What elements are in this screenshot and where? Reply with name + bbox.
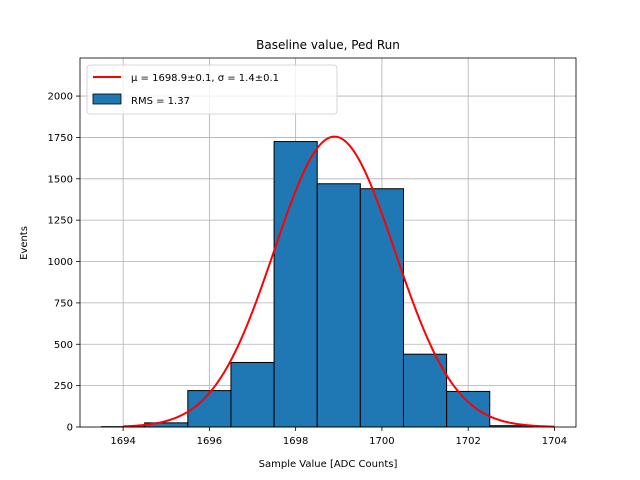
- histogram-bar: [316, 183, 361, 428]
- histogram-bar: [359, 188, 404, 428]
- y-tick-label: 1750: [48, 133, 73, 144]
- y-tick-label: 0: [67, 423, 73, 434]
- chart-title: Baseline value, Ped Run: [256, 38, 400, 52]
- fit-curve-group: [123, 135, 555, 428]
- y-tick-label: 1500: [48, 174, 73, 185]
- plot-frame: [79, 57, 577, 428]
- y-tick-label: 2000: [48, 92, 73, 103]
- legend-histogram-label: RMS = 1.37: [131, 96, 190, 107]
- x-tick-label: 1694: [110, 436, 135, 447]
- x-tick-label: 1704: [542, 436, 567, 447]
- histogram-bar: [230, 361, 275, 428]
- legend-histogram-swatch: [92, 93, 122, 105]
- histogram-bar: [187, 390, 232, 428]
- histogram-bar: [446, 390, 491, 428]
- x-tick-label: 1702: [455, 436, 480, 447]
- y-tick-label: 750: [54, 298, 73, 309]
- x-axis-ticks: 1694 1696 1698 1700 1702 1704: [110, 427, 567, 447]
- y-axis-label: Events: [19, 226, 30, 260]
- legend-box: [86, 64, 338, 115]
- y-tick-label: 500: [54, 340, 73, 351]
- histogram-bar: [273, 141, 318, 428]
- legend: μ = 1698.9±0.1, σ = 1.4±0.1 RMS = 1.37: [86, 64, 338, 115]
- y-tick-label: 1250: [48, 216, 73, 227]
- y-axis-ticks: 0 250 500 750 1000 1250 1500 1750 2000: [48, 92, 80, 434]
- histogram-bars: [101, 141, 534, 428]
- y-tick-label: 250: [54, 381, 73, 392]
- fit-curve: [123, 135, 555, 428]
- legend-fit-label: μ = 1698.9±0.1, σ = 1.4±0.1: [131, 73, 279, 84]
- histogram-bar: [402, 353, 448, 428]
- x-axis-label: Sample Value [ADC Counts]: [259, 459, 398, 470]
- x-tick-label: 1700: [369, 436, 394, 447]
- x-tick-label: 1696: [197, 436, 222, 447]
- y-tick-label: 1000: [48, 257, 73, 268]
- x-tick-label: 1698: [283, 436, 308, 447]
